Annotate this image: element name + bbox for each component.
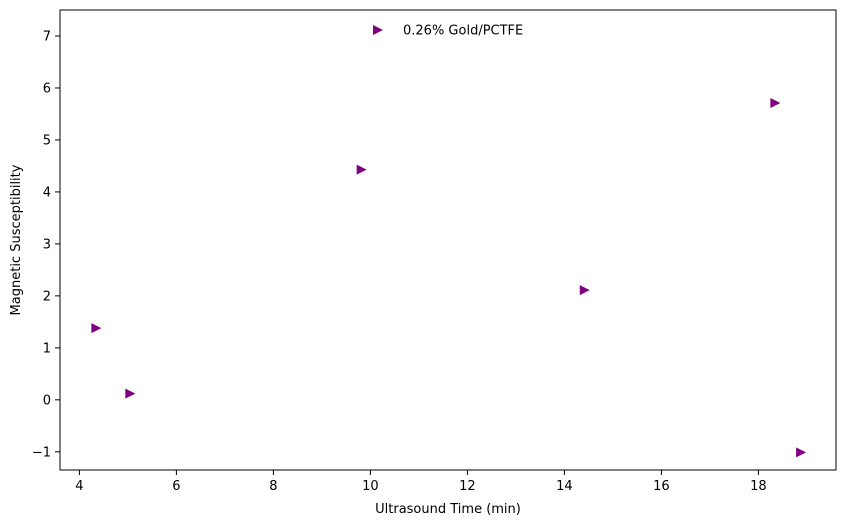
plot-frame [59,9,837,471]
y-tick-label: 5 [43,133,51,148]
legend-label: 0.26% Gold/PCTFE [403,24,523,39]
x-axis-ticks: 4 6 8 10 12 14 16 18 [75,470,767,494]
x-tick-label: 8 [269,479,277,494]
y-tick-label: 2 [43,289,51,304]
y-axis-ticks: −1 0 1 2 3 4 5 6 7 [32,29,60,460]
x-tick-label: 16 [653,479,670,494]
x-tick-label: 12 [459,479,476,494]
y-tick-label: 1 [43,341,51,356]
legend: 0.26% Gold/PCTFE [373,24,523,39]
data-points [91,98,807,458]
data-point [125,388,136,399]
plot-frame-border [59,9,837,471]
data-point [356,164,367,175]
y-tick-label: 4 [43,185,51,200]
legend-marker [373,25,383,35]
x-tick-label: 6 [172,479,180,494]
x-axis-title: Ultrasound Time (min) [375,502,521,517]
y-tick-label: 6 [43,81,51,96]
data-point [770,98,781,109]
data-point [579,285,590,296]
x-tick-label: 4 [75,479,83,494]
y-axis-title: Magnetic Susceptibility [9,164,24,315]
y-tick-label: 3 [43,237,51,252]
y-tick-label: 0 [43,393,51,408]
y-tick-label: 7 [43,29,51,44]
y-tick-label: −1 [32,445,51,460]
x-tick-label: 14 [556,479,573,494]
data-point [796,447,807,458]
x-tick-label: 10 [362,479,379,494]
data-point [91,323,102,334]
x-tick-label: 18 [750,479,767,494]
